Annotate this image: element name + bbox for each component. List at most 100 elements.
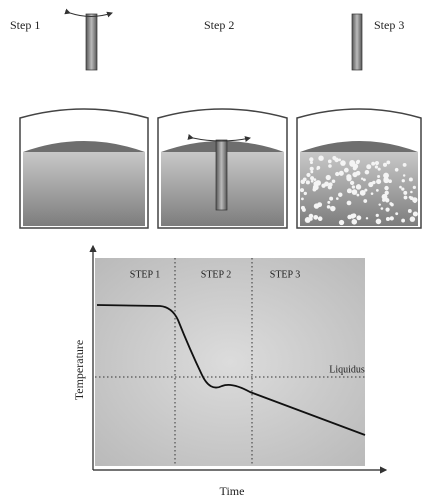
globule bbox=[408, 177, 413, 182]
globule bbox=[377, 167, 381, 171]
globule bbox=[365, 217, 369, 220]
globule bbox=[301, 197, 304, 201]
globule bbox=[328, 182, 333, 187]
globule bbox=[372, 180, 376, 185]
globule bbox=[309, 160, 313, 165]
globule bbox=[310, 179, 314, 183]
globule bbox=[395, 212, 399, 216]
globule bbox=[309, 166, 314, 171]
globule bbox=[353, 213, 356, 217]
globule bbox=[351, 185, 356, 189]
globule bbox=[383, 172, 389, 179]
globule bbox=[412, 211, 418, 217]
globule bbox=[399, 185, 402, 189]
globule bbox=[401, 218, 405, 223]
globule bbox=[378, 203, 381, 206]
step-label: STEP 3 bbox=[270, 269, 300, 280]
globule bbox=[303, 191, 308, 196]
globule bbox=[343, 167, 349, 173]
globule bbox=[360, 177, 364, 181]
globule bbox=[377, 175, 381, 179]
globule bbox=[338, 219, 345, 226]
globule bbox=[346, 175, 352, 182]
globule bbox=[352, 166, 357, 171]
y-axis-label: Temperature bbox=[72, 340, 86, 400]
globule bbox=[336, 197, 339, 200]
globule bbox=[403, 190, 408, 195]
globule bbox=[384, 190, 389, 195]
globule bbox=[310, 176, 315, 181]
globule bbox=[375, 213, 379, 218]
globule bbox=[315, 180, 321, 186]
globule bbox=[299, 188, 305, 193]
globule bbox=[335, 171, 340, 177]
globule bbox=[340, 160, 346, 166]
globule bbox=[338, 170, 344, 176]
globule bbox=[412, 185, 416, 190]
globule bbox=[362, 178, 366, 182]
globule bbox=[351, 189, 358, 195]
crucible bbox=[157, 108, 288, 229]
x-axis-label: Time bbox=[220, 484, 245, 498]
globule bbox=[366, 164, 372, 170]
globule bbox=[408, 195, 412, 199]
globule bbox=[309, 217, 313, 221]
globule bbox=[385, 217, 390, 222]
globule bbox=[338, 192, 343, 197]
globule bbox=[327, 159, 332, 164]
globule bbox=[385, 207, 390, 212]
globule bbox=[309, 157, 314, 162]
rotating-rod bbox=[64, 8, 113, 71]
globule bbox=[401, 187, 405, 191]
globule bbox=[318, 155, 324, 161]
globule bbox=[388, 179, 392, 184]
liquidus-label: Liquidus bbox=[329, 364, 365, 375]
globule bbox=[407, 209, 412, 213]
globule bbox=[389, 216, 394, 221]
globule bbox=[308, 213, 314, 219]
globule bbox=[330, 205, 336, 212]
globule bbox=[346, 188, 352, 194]
globule bbox=[381, 193, 388, 200]
globule bbox=[305, 180, 310, 185]
globule bbox=[326, 182, 329, 186]
globule bbox=[355, 160, 360, 165]
globule bbox=[384, 185, 389, 191]
globule bbox=[389, 202, 393, 206]
globule bbox=[346, 200, 352, 206]
step-label: Step 2 bbox=[204, 18, 234, 32]
globule bbox=[325, 174, 331, 181]
globule bbox=[380, 207, 384, 210]
globule bbox=[409, 216, 416, 222]
globule bbox=[304, 217, 311, 223]
globule bbox=[383, 177, 386, 181]
globule bbox=[356, 215, 362, 221]
globule bbox=[401, 179, 405, 183]
globule bbox=[338, 158, 341, 162]
globule bbox=[364, 169, 370, 175]
globule bbox=[349, 180, 355, 186]
step-label: STEP 2 bbox=[201, 269, 231, 280]
globule bbox=[316, 165, 321, 170]
globule bbox=[312, 187, 317, 192]
globule bbox=[351, 219, 358, 225]
globule bbox=[313, 178, 317, 182]
globule bbox=[374, 165, 379, 169]
globule bbox=[410, 190, 413, 194]
step-label: STEP 1 bbox=[130, 269, 160, 280]
globule bbox=[356, 193, 360, 197]
globule bbox=[301, 207, 306, 212]
globule bbox=[313, 214, 319, 220]
globule bbox=[370, 192, 374, 195]
globule bbox=[347, 214, 352, 220]
globule bbox=[326, 205, 331, 209]
globule bbox=[402, 174, 406, 177]
globule bbox=[356, 185, 361, 190]
globule bbox=[402, 162, 407, 167]
globule bbox=[359, 189, 366, 196]
globule bbox=[375, 189, 379, 192]
globule bbox=[394, 167, 399, 172]
globule bbox=[364, 188, 368, 192]
globule bbox=[300, 179, 306, 185]
